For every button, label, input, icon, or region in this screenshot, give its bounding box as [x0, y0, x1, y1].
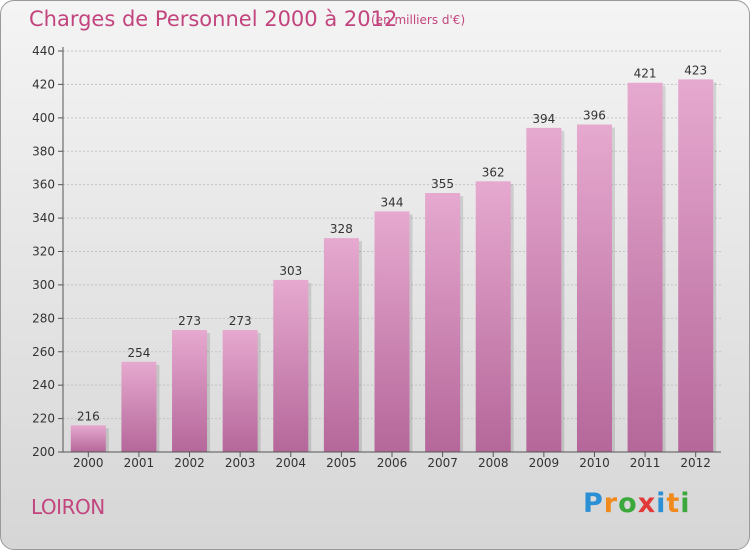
logo-letter: t [666, 488, 681, 519]
bar [374, 211, 410, 452]
y-tick-label: 340 [32, 211, 55, 225]
bar-value-label: 216 [77, 409, 100, 423]
y-tick-label: 200 [32, 445, 55, 459]
x-tick-label: 2007 [427, 456, 458, 470]
chart-title: Charges de Personnel 2000 à 2012 [29, 7, 398, 31]
bar-value-label: 355 [431, 177, 454, 191]
x-tick-label: 2009 [529, 456, 560, 470]
bar-value-label: 273 [229, 314, 252, 328]
bar [70, 425, 106, 452]
y-tick-label: 400 [32, 111, 55, 125]
commune-name: LOIRON [31, 495, 105, 519]
bar [121, 361, 157, 452]
bar [323, 238, 359, 452]
logo-letter: P [583, 488, 604, 519]
x-tick-label: 2001 [124, 456, 155, 470]
x-tick-label: 2005 [326, 456, 357, 470]
y-tick-label: 420 [32, 77, 55, 91]
bar-value-label: 344 [381, 195, 404, 209]
bar-value-label: 303 [279, 264, 302, 278]
y-tick-label: 220 [32, 412, 55, 426]
x-tick-label: 2004 [275, 456, 306, 470]
y-tick-label: 440 [32, 44, 55, 58]
bar-value-label: 362 [482, 165, 505, 179]
x-tick-label: 2000 [73, 456, 104, 470]
x-tick-label: 2008 [478, 456, 509, 470]
bar [172, 330, 208, 452]
logo-letter: i [656, 488, 667, 519]
bar [576, 124, 612, 453]
bar [475, 181, 511, 452]
bar [627, 82, 663, 452]
x-tick-label: 2011 [630, 456, 661, 470]
logo-letter: r [603, 488, 619, 519]
bar [273, 279, 309, 452]
y-tick-label: 280 [32, 311, 55, 325]
logo-letter: x [637, 488, 657, 519]
x-tick-label: 2012 [680, 456, 711, 470]
y-tick-label: 320 [32, 245, 55, 259]
bar-value-label: 421 [634, 67, 657, 81]
y-tick-label: 380 [32, 144, 55, 158]
y-tick-label: 360 [32, 178, 55, 192]
bar-value-label: 394 [532, 112, 555, 126]
proxiti-logo[interactable]: Proxiti [583, 488, 691, 519]
bar-value-label: 273 [178, 314, 201, 328]
logo-letter: i [680, 488, 691, 519]
chart-subtitle: (en milliers d'€) [371, 13, 466, 27]
bar-value-label: 396 [583, 109, 606, 123]
y-tick-label: 260 [32, 345, 55, 359]
bar-value-label: 328 [330, 222, 353, 236]
x-tick-label: 2003 [225, 456, 256, 470]
x-tick-label: 2002 [174, 456, 205, 470]
y-tick-label: 240 [32, 378, 55, 392]
bar-value-label: 254 [127, 346, 150, 360]
bar [526, 127, 562, 452]
bar [222, 330, 258, 452]
x-tick-label: 2010 [579, 456, 610, 470]
bar [678, 79, 714, 452]
x-tick-label: 2006 [377, 456, 408, 470]
bar [425, 193, 461, 453]
y-tick-label: 300 [32, 278, 55, 292]
bar-value-label: 423 [684, 63, 707, 77]
logo-letter: o [618, 488, 638, 519]
